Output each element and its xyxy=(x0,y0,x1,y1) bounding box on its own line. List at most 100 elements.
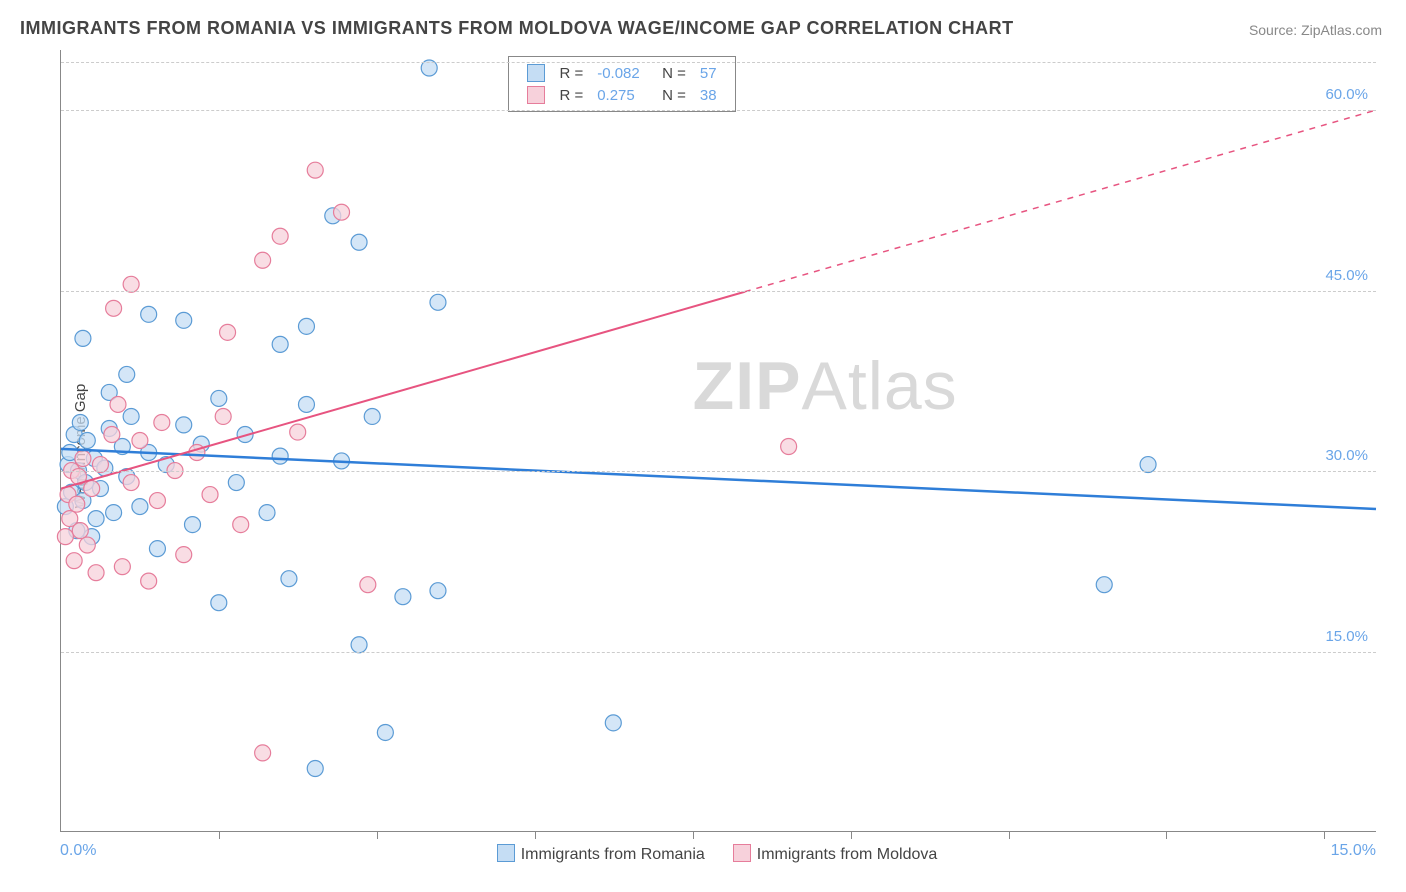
romania-trendline xyxy=(61,449,1376,509)
moldova-point xyxy=(106,300,122,316)
romania-point xyxy=(185,517,201,533)
romania-point xyxy=(430,294,446,310)
legend-N-label: N = xyxy=(648,63,692,83)
gridline xyxy=(61,652,1376,653)
moldova-legend-label: Immigrants from Moldova xyxy=(757,846,938,863)
moldova-point xyxy=(149,493,165,509)
romania-point xyxy=(307,761,323,777)
x-tick xyxy=(851,831,852,839)
romania-point xyxy=(149,541,165,557)
romania-point xyxy=(119,366,135,382)
moldova-point xyxy=(307,162,323,178)
romania-point xyxy=(351,637,367,653)
moldova-legend-swatch xyxy=(733,844,751,862)
moldova-point xyxy=(141,573,157,589)
moldova-point xyxy=(110,396,126,412)
romania-point xyxy=(272,448,288,464)
legend-R-label: R = xyxy=(553,85,589,105)
gridline xyxy=(61,291,1376,292)
y-tick-label: 45.0% xyxy=(1325,267,1368,284)
romania-point xyxy=(211,595,227,611)
romania-point xyxy=(88,511,104,527)
moldova-point xyxy=(334,204,350,220)
romania-point xyxy=(605,715,621,731)
romania-point xyxy=(298,318,314,334)
chart-title: IMMIGRANTS FROM ROMANIA VS IMMIGRANTS FR… xyxy=(20,18,1014,39)
gridline xyxy=(61,62,1376,63)
source-label: Source: ZipAtlas.com xyxy=(1249,22,1382,38)
romania-point xyxy=(123,408,139,424)
moldova-point xyxy=(154,414,170,430)
romania-point xyxy=(132,499,148,515)
moldova-point xyxy=(290,424,306,440)
moldova-point xyxy=(781,439,797,455)
romania-point xyxy=(298,396,314,412)
moldova-point xyxy=(202,487,218,503)
moldova-point xyxy=(84,481,100,497)
romania-swatch xyxy=(527,64,545,82)
legend-row-moldova: R =0.275 N =38 xyxy=(521,85,722,105)
romania-point xyxy=(176,312,192,328)
romania-point xyxy=(211,390,227,406)
moldova-point xyxy=(215,408,231,424)
romania-point xyxy=(228,475,244,491)
x-tick xyxy=(1166,831,1167,839)
romania-point xyxy=(351,234,367,250)
moldova-point xyxy=(88,565,104,581)
moldova-trendline-extrapolated xyxy=(745,110,1376,292)
moldova-point xyxy=(72,523,88,539)
romania-point xyxy=(430,583,446,599)
chart-plot-area: ZIPAtlas R =-0.082 N =57R =0.275 N =38 1… xyxy=(60,50,1376,832)
legend-N-label: N = xyxy=(648,85,692,105)
romania-point xyxy=(176,417,192,433)
x-tick xyxy=(535,831,536,839)
moldova-point xyxy=(176,547,192,563)
romania-point xyxy=(141,306,157,322)
correlation-legend: R =-0.082 N =57R =0.275 N =38 xyxy=(508,56,735,112)
moldova-point xyxy=(79,537,95,553)
moldova-point xyxy=(123,475,139,491)
moldova-trendline xyxy=(61,292,745,489)
moldova-point xyxy=(104,427,120,443)
legend-R-label: R = xyxy=(553,63,589,83)
romania-point xyxy=(1096,577,1112,593)
moldova-point xyxy=(69,496,85,512)
moldova-point xyxy=(220,324,236,340)
y-tick-label: 15.0% xyxy=(1325,628,1368,645)
moldova-point xyxy=(75,451,91,467)
x-tick xyxy=(219,831,220,839)
romania-point xyxy=(272,336,288,352)
x-tick xyxy=(377,831,378,839)
romania-point xyxy=(281,571,297,587)
series-legend: Immigrants from Romania Immigrants from M… xyxy=(0,844,1406,864)
moldova-point xyxy=(57,529,73,545)
legend-R-value: -0.082 xyxy=(591,63,646,83)
romania-point xyxy=(395,589,411,605)
moldova-point xyxy=(66,553,82,569)
x-tick xyxy=(1324,831,1325,839)
romania-point xyxy=(79,433,95,449)
x-tick xyxy=(1009,831,1010,839)
romania-legend-label: Immigrants from Romania xyxy=(521,846,705,863)
gridline xyxy=(61,471,1376,472)
moldova-point xyxy=(255,745,271,761)
y-tick-label: 60.0% xyxy=(1325,86,1368,103)
moldova-point xyxy=(233,517,249,533)
romania-point xyxy=(72,414,88,430)
x-tick xyxy=(693,831,694,839)
legend-R-value: 0.275 xyxy=(591,85,646,105)
gridline xyxy=(61,110,1376,111)
legend-row-romania: R =-0.082 N =57 xyxy=(521,63,722,83)
moldova-point xyxy=(255,252,271,268)
legend-N-value: 38 xyxy=(694,85,723,105)
romania-legend-swatch xyxy=(497,844,515,862)
romania-point xyxy=(259,505,275,521)
moldova-point xyxy=(272,228,288,244)
romania-point xyxy=(75,330,91,346)
romania-point xyxy=(377,724,393,740)
moldova-point xyxy=(114,559,130,575)
y-tick-label: 30.0% xyxy=(1325,447,1368,464)
romania-point xyxy=(106,505,122,521)
romania-point xyxy=(364,408,380,424)
moldova-point xyxy=(132,433,148,449)
